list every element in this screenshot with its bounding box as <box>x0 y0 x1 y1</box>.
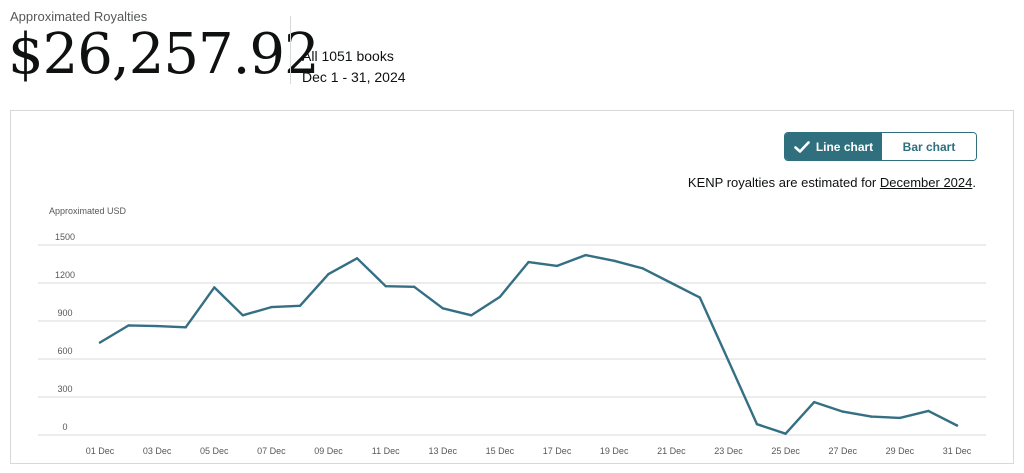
royalties-header: Approximated Royalties $26,257.92 All 10… <box>0 0 1024 100</box>
data-point <box>127 324 130 327</box>
data-point <box>812 400 816 404</box>
y-tick-label: 1500 <box>55 232 75 242</box>
x-tick-label: 31 Dec <box>943 446 972 456</box>
data-point <box>755 423 759 426</box>
line-chart-button[interactable]: Line chart <box>785 133 882 160</box>
header-divider <box>290 16 291 84</box>
data-point <box>498 295 502 299</box>
x-tick-label: 09 Dec <box>314 446 343 456</box>
data-point <box>355 257 359 260</box>
x-tick-label: 29 Dec <box>886 446 915 456</box>
chart-type-toggle: Line chart Bar chart <box>784 132 977 161</box>
x-tick-label: 27 Dec <box>828 446 857 456</box>
x-tick-labels: 01 Dec 03 Dec 05 Dec 07 Dec 09 Dec 11 Dec 13 D… <box>86 446 972 456</box>
series-layer <box>98 253 959 435</box>
royalties-total: $26,257.92 <box>8 22 320 87</box>
y-axis-title: Approximated USD <box>49 206 127 216</box>
data-point <box>527 260 530 264</box>
x-tick-label: 15 Dec <box>486 446 515 456</box>
data-point <box>841 410 844 413</box>
y-tick-labels: 0 300 600 900 1200 1500 <box>55 232 75 432</box>
data-point <box>470 314 473 317</box>
y-tick-label: 1200 <box>55 270 75 280</box>
bar-chart-label: Bar chart <box>902 139 956 154</box>
kenp-note-suffix: . <box>972 175 976 190</box>
y-tick-label: 900 <box>57 308 72 318</box>
data-point <box>870 415 873 418</box>
date-range: Dec 1 - 31, 2024 <box>302 69 406 85</box>
data-point <box>727 359 730 363</box>
data-point <box>955 424 959 427</box>
kenp-note-text: KENP royalties are estimated for <box>687 175 880 190</box>
series-line <box>98 253 959 435</box>
x-tick-label: 17 Dec <box>543 446 572 456</box>
data-point <box>213 286 216 289</box>
x-tick-label: 19 Dec <box>600 446 629 456</box>
data-point <box>670 281 673 285</box>
data-point <box>413 285 416 288</box>
data-point <box>698 296 702 299</box>
data-point <box>298 304 302 307</box>
december-2024-link[interactable]: December 2024 <box>879 175 973 190</box>
books-count: All 1051 books <box>302 48 394 64</box>
data-point <box>441 307 444 310</box>
x-tick-label: 21 Dec <box>657 446 686 456</box>
kenp-note: KENP royalties are estimated for Decembe… <box>688 175 976 190</box>
data-point <box>641 267 644 270</box>
line-chart-label: Line chart <box>815 139 874 154</box>
royalties-line-chart: Approximated USD 0 300 600 900 1200 1500 01 D… <box>38 206 986 456</box>
data-point <box>584 253 587 257</box>
y-tick-label: 600 <box>57 346 72 356</box>
y-tick-label: 300 <box>57 384 72 394</box>
checkmark-icon <box>794 140 810 153</box>
royalties-label: Approximated Royalties <box>10 9 148 24</box>
x-tick-label: 05 Dec <box>200 446 229 456</box>
data-point <box>555 264 559 268</box>
royalties-meta: All 1051 books Dec 1 - 31, 2024 <box>302 46 406 88</box>
x-tick-label: 07 Dec <box>257 446 286 456</box>
x-tick-label: 23 Dec <box>714 446 743 456</box>
data-point <box>327 272 330 276</box>
x-tick-label: 25 Dec <box>771 446 800 456</box>
x-tick-label: 13 Dec <box>429 446 458 456</box>
data-point <box>384 284 387 288</box>
y-tick-label: 0 <box>62 422 67 432</box>
chart-panel: Line chart Bar chart KENP royalties are … <box>10 110 1014 464</box>
data-point <box>898 416 902 420</box>
x-tick-label: 03 Dec <box>143 446 172 456</box>
data-point <box>613 259 616 263</box>
grid-lines <box>38 244 986 436</box>
data-point <box>184 326 187 329</box>
data-point <box>784 432 787 435</box>
data-point <box>155 324 159 328</box>
data-point <box>98 341 102 344</box>
bar-chart-button[interactable]: Bar chart <box>882 133 976 160</box>
x-tick-label: 01 Dec <box>86 446 115 456</box>
x-tick-label: 11 Dec <box>372 446 400 456</box>
data-point <box>241 314 245 317</box>
data-point <box>270 305 273 309</box>
data-point <box>927 409 930 413</box>
